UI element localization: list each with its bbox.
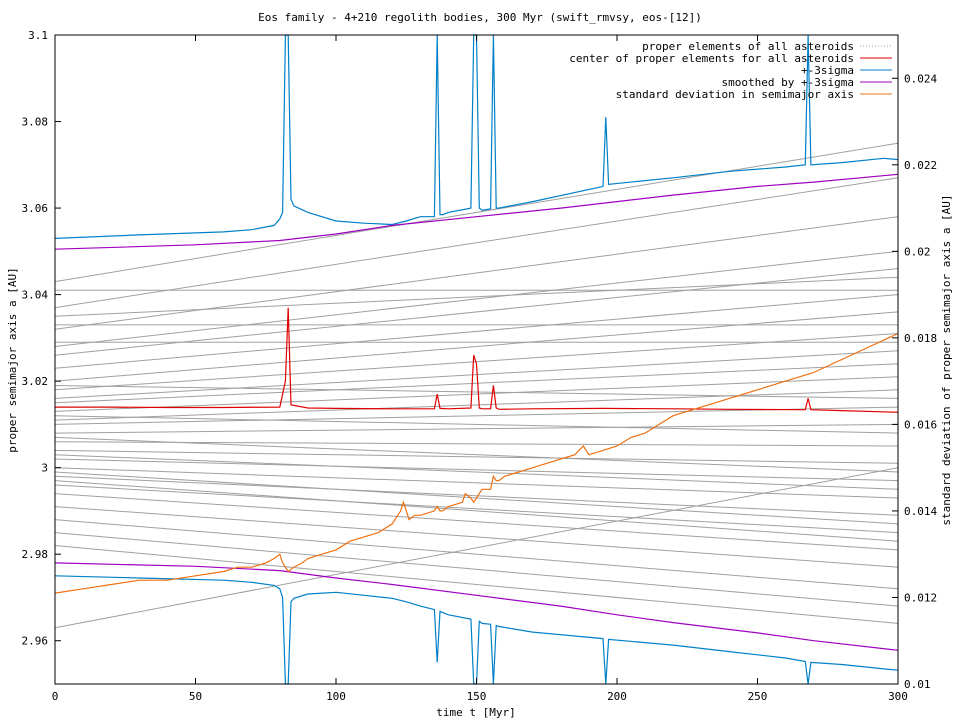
proper-line-22 (54, 519, 899, 590)
legend-label-3sigma: +-3sigma (801, 64, 854, 77)
y-tick-label: 3.06 (22, 202, 49, 215)
proper-line-19 (54, 484, 899, 534)
proper-line-20 (54, 493, 899, 551)
proper-line-13 (54, 423, 899, 434)
x-tick-label: 200 (607, 690, 627, 703)
y-tick-label: 2.98 (22, 548, 49, 561)
stddev-line (54, 332, 899, 594)
x-tick-label: 50 (189, 690, 202, 703)
center-line (55, 307, 899, 413)
y-axis-ticks: 2.96 2.98 3 3.02 3.04 3.06 3.08 3.1 (22, 29, 61, 648)
y-tick-label: 3.04 (22, 289, 49, 302)
y-tick-label: 3.02 (22, 375, 49, 388)
proper-elements-lines (54, 142, 899, 629)
y2-tick-label: 0.012 (904, 591, 937, 604)
proper-line-2 (54, 216, 899, 330)
y2-tick-label: 0.024 (904, 72, 937, 85)
proper-line-25 (54, 467, 899, 629)
proper-line-16 (54, 458, 899, 482)
proper-line-10 (54, 376, 899, 412)
y2-tick-label: 0.02 (904, 245, 931, 258)
x-tick-label: 300 (888, 690, 908, 703)
proper-line-21 (54, 506, 899, 568)
proper-line-33 (54, 454, 899, 490)
proper-line-35 (54, 480, 899, 542)
proper-line-4 (54, 268, 899, 356)
proper-line-23 (54, 532, 899, 607)
proper-line-17 (54, 467, 899, 499)
proper-line-24 (54, 545, 899, 624)
proper-line-14 (54, 441, 899, 447)
legend-label-stddev: standard deviation in semimajor axis (616, 88, 854, 101)
proper-line-15 (54, 449, 899, 464)
y-tick-label: 3 (41, 462, 48, 475)
y2-tick-label: 0.022 (904, 159, 937, 172)
x-axis-ticks: 0 50 100 150 200 250 300 (52, 35, 908, 703)
y-axis-label: proper semimajor axis a [AU] (6, 267, 19, 452)
y2-tick-label: 0.014 (904, 505, 937, 518)
proper-line-18 (54, 475, 899, 516)
y-tick-label: 3.1 (28, 29, 48, 42)
proper-line-9 (54, 363, 899, 404)
proper-line-32 (54, 436, 899, 473)
y2-tick-label: 0.018 (904, 332, 937, 345)
stddev-series-line (54, 332, 899, 594)
y-tick-label: 3.08 (22, 116, 49, 129)
legend-label-smoothed: smoothed by +-3sigma (722, 76, 854, 89)
y2-tick-label: 0.01 (904, 678, 931, 691)
smoothed-lower-line (54, 562, 899, 651)
x-tick-label: 150 (467, 690, 487, 703)
proper-line-7 (54, 333, 899, 391)
proper-line-8 (54, 350, 899, 399)
proper-line-6 (54, 311, 899, 382)
y2-axis-label: standard deviation of proper semimajor a… (940, 194, 953, 525)
smoothed-upper-line (54, 173, 899, 250)
proper-line-29 (54, 276, 899, 317)
proper-line-5 (54, 294, 899, 369)
proper-line-3 (54, 250, 899, 347)
legend-label-proper: proper elements of all asteroids (642, 40, 854, 53)
y-tick-label: 2.96 (22, 635, 49, 648)
proper-line-31 (54, 415, 899, 434)
x-tick-label: 250 (748, 690, 768, 703)
smoothed-3sigma-lines (54, 173, 899, 651)
legend-label-center: center of proper elements for all astero… (569, 52, 854, 65)
x-tick-label: 100 (326, 690, 346, 703)
legend: proper elements of all asteroids center … (569, 40, 892, 101)
proper-line-11 (54, 389, 899, 421)
x-axis-label: time t [Myr] (436, 706, 515, 719)
proper-line-0 (54, 142, 899, 283)
y2-tick-label: 0.016 (904, 418, 937, 431)
center-series-line (55, 307, 899, 413)
proper-line-30 (54, 385, 899, 399)
x-tick-label: 0 (52, 690, 59, 703)
y2-axis-ticks: 0.01 0.012 0.014 0.016 0.018 0.02 0.022 0.024 (892, 72, 937, 691)
chart-title: Eos family - 4+210 regolith bodies, 300 … (258, 11, 702, 24)
proper-line-1 (54, 177, 899, 309)
